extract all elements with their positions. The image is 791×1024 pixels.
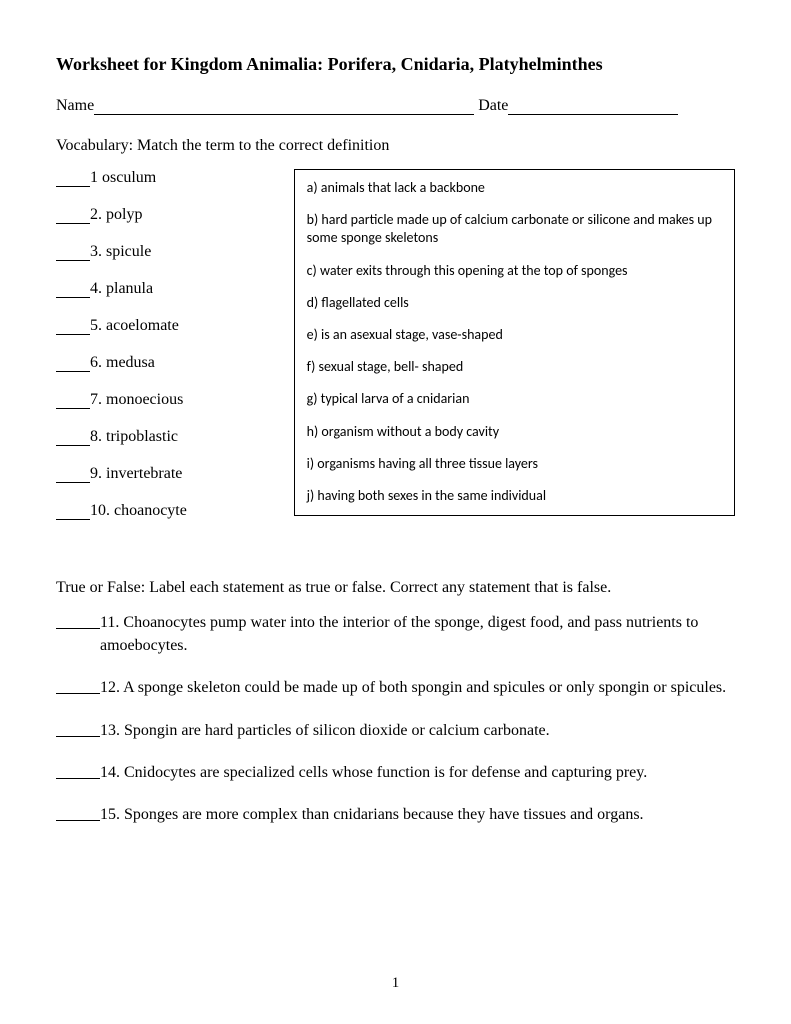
tf-text: 13. Spongin are hard particles of silico…	[100, 719, 735, 742]
definition-row: j) having both sexes in the same individ…	[307, 487, 722, 505]
term-sep: .	[98, 206, 106, 223]
term-label: acoelomate	[106, 317, 179, 334]
tf-num: 14	[100, 764, 116, 781]
term-num: 9	[90, 465, 98, 482]
term-num: 1	[90, 169, 98, 186]
term-label: osculum	[102, 169, 156, 186]
term-num: 3	[90, 243, 98, 260]
answer-blank[interactable]	[56, 359, 90, 372]
definition-row: e) is an asexual stage, vase-shaped	[307, 326, 722, 344]
terms-column: 1 osculum 2. polyp 3. spicule 4. planula…	[56, 169, 286, 539]
tf-num: 15	[100, 806, 116, 823]
tf-statement: Choanocytes pump water into the interior…	[100, 614, 698, 654]
term-label: invertebrate	[106, 465, 182, 482]
tf-answer-blank[interactable]	[56, 723, 100, 737]
worksheet-title: Worksheet for Kingdom Animalia: Porifera…	[56, 54, 735, 75]
term-label: monoecious	[106, 391, 183, 408]
term-row: 6. medusa	[56, 354, 286, 372]
tf-num: 12	[100, 679, 116, 696]
tf-answer-blank[interactable]	[56, 680, 100, 694]
answer-blank[interactable]	[56, 396, 90, 409]
date-blank[interactable]	[508, 100, 678, 115]
definition-row: d) flagellated cells	[307, 294, 722, 312]
term-label: planula	[106, 280, 153, 297]
definition-row: g) typical larva of a cnidarian	[307, 390, 722, 408]
term-row: 10. choanocyte	[56, 502, 286, 520]
tf-statement: Sponges are more complex than cnidarians…	[124, 806, 644, 823]
definition-row: a) animals that lack a backbone	[307, 179, 722, 197]
term-row: 7. monoecious	[56, 391, 286, 409]
answer-blank[interactable]	[56, 174, 90, 187]
tf-num: 11	[100, 614, 115, 631]
term-row: 5. acoelomate	[56, 317, 286, 335]
true-false-section: True or False: Label each statement as t…	[56, 579, 735, 826]
term-sep: .	[106, 502, 114, 519]
term-sep: .	[98, 354, 106, 371]
definition-row: h) organism without a body cavity	[307, 423, 722, 441]
date-label: Date	[478, 97, 508, 114]
tf-item: 14. Cnidocytes are specialized cells who…	[56, 761, 735, 784]
definition-row: f) sexual stage, bell- shaped	[307, 358, 722, 376]
tf-statement: A sponge skeleton could be made up of bo…	[123, 679, 726, 696]
term-label: medusa	[106, 354, 155, 371]
tf-statement: Cnidocytes are specialized cells whose f…	[124, 764, 647, 781]
tf-item: 12. A sponge skeleton could be made up o…	[56, 676, 735, 699]
term-num: 2	[90, 206, 98, 223]
term-num: 10	[90, 502, 106, 519]
term-num: 7	[90, 391, 98, 408]
definition-row: b) hard particle made up of calcium carb…	[307, 211, 722, 247]
term-row: 4. planula	[56, 280, 286, 298]
answer-blank[interactable]	[56, 248, 90, 261]
tf-text: 15. Sponges are more complex than cnidar…	[100, 803, 735, 826]
answer-blank[interactable]	[56, 322, 90, 335]
name-label: Name	[56, 97, 94, 114]
answer-blank[interactable]	[56, 507, 90, 520]
term-label: tripoblastic	[106, 428, 178, 445]
tf-text: 11. Choanocytes pump water into the inte…	[100, 611, 735, 657]
term-row: 3. spicule	[56, 243, 286, 261]
tf-text: 14. Cnidocytes are specialized cells who…	[100, 761, 735, 784]
answer-blank[interactable]	[56, 433, 90, 446]
answer-blank[interactable]	[56, 285, 90, 298]
tf-item: 15. Sponges are more complex than cnidar…	[56, 803, 735, 826]
tf-answer-blank[interactable]	[56, 615, 100, 629]
term-sep: .	[98, 391, 106, 408]
term-sep: .	[98, 428, 106, 445]
term-sep: .	[98, 280, 106, 297]
vocab-instructions: Vocabulary: Match the term to the correc…	[56, 137, 735, 155]
term-row: 2. polyp	[56, 206, 286, 224]
name-blank[interactable]	[94, 100, 474, 115]
page-number: 1	[0, 975, 791, 992]
term-num: 5	[90, 317, 98, 334]
tf-text: 12. A sponge skeleton could be made up o…	[100, 676, 735, 699]
tf-answer-blank[interactable]	[56, 765, 100, 779]
answer-blank[interactable]	[56, 211, 90, 224]
term-row: 8. tripoblastic	[56, 428, 286, 446]
term-sep: .	[98, 243, 106, 260]
term-row: 9. invertebrate	[56, 465, 286, 483]
term-num: 4	[90, 280, 98, 297]
definition-row: c) water exits through this opening at t…	[307, 262, 722, 280]
tf-item: 13. Spongin are hard particles of silico…	[56, 719, 735, 742]
term-sep: .	[98, 317, 106, 334]
term-label: choanocyte	[114, 502, 187, 519]
definition-row: i) organisms having all three tissue lay…	[307, 455, 722, 473]
term-num: 6	[90, 354, 98, 371]
answer-blank[interactable]	[56, 470, 90, 483]
tf-num: 13	[100, 722, 116, 739]
vocab-section: 1 osculum 2. polyp 3. spicule 4. planula…	[56, 169, 735, 539]
tf-statement: Spongin are hard particles of silicon di…	[124, 722, 550, 739]
definitions-box: a) animals that lack a backbone b) hard …	[294, 169, 735, 516]
term-sep: .	[98, 465, 106, 482]
term-label: polyp	[106, 206, 142, 223]
term-row: 1 osculum	[56, 169, 286, 187]
term-label: spicule	[106, 243, 151, 260]
name-date-row: Name Date	[56, 97, 735, 115]
term-num: 8	[90, 428, 98, 445]
tf-answer-blank[interactable]	[56, 807, 100, 821]
tf-item: 11. Choanocytes pump water into the inte…	[56, 611, 735, 657]
tf-instructions: True or False: Label each statement as t…	[56, 579, 735, 597]
